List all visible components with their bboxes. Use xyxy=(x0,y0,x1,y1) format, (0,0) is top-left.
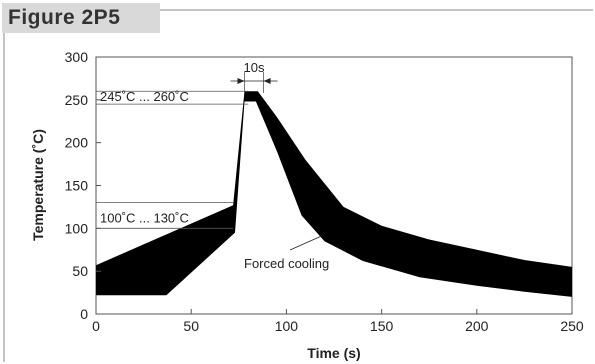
x-tick-label: 50 xyxy=(183,318,199,334)
temperature-band-layer xyxy=(96,91,572,297)
x-tick-label: 200 xyxy=(465,318,489,334)
y-tick-label: 300 xyxy=(65,49,89,65)
x-tick-label: 250 xyxy=(560,318,584,334)
y-tick-label: 200 xyxy=(65,135,89,151)
x-tick-label: 100 xyxy=(275,318,299,334)
preheat-range-label: 100˚C ... 130˚C xyxy=(100,210,189,225)
dwell-time-arrow-right xyxy=(263,78,271,84)
y-tick-label: 150 xyxy=(65,178,89,194)
x-tick-label: 0 xyxy=(92,318,100,334)
forced-cooling-leader xyxy=(289,235,321,251)
x-tick-label: 150 xyxy=(370,318,394,334)
y-tick-label: 0 xyxy=(80,306,88,322)
peak-range-label: 245˚C ... 260˚C xyxy=(100,89,189,104)
x-axis-ticks: 0 50 100 150 200 250 xyxy=(92,309,584,334)
dwell-time-arrow-left xyxy=(237,78,245,84)
forced-cooling-label: Forced cooling xyxy=(244,256,329,271)
dwell-time-label: 10s xyxy=(244,60,265,75)
x-axis-label: Time (s) xyxy=(307,345,360,361)
y-tick-label: 250 xyxy=(65,92,89,108)
annotations-layer: 245˚C ... 260˚C 100˚C ... 130˚C 10s Forced … xyxy=(96,60,329,271)
temperature-band xyxy=(96,91,572,297)
figure-title: Figure 2P5 xyxy=(8,6,121,29)
y-tick-label: 50 xyxy=(72,263,88,279)
y-axis-ticks: 0 50 100 150 200 250 300 xyxy=(65,49,101,322)
y-axis-label: Temperature (˚C) xyxy=(30,129,46,241)
figure-tab xyxy=(2,3,160,33)
y-tick-label: 100 xyxy=(65,220,89,236)
